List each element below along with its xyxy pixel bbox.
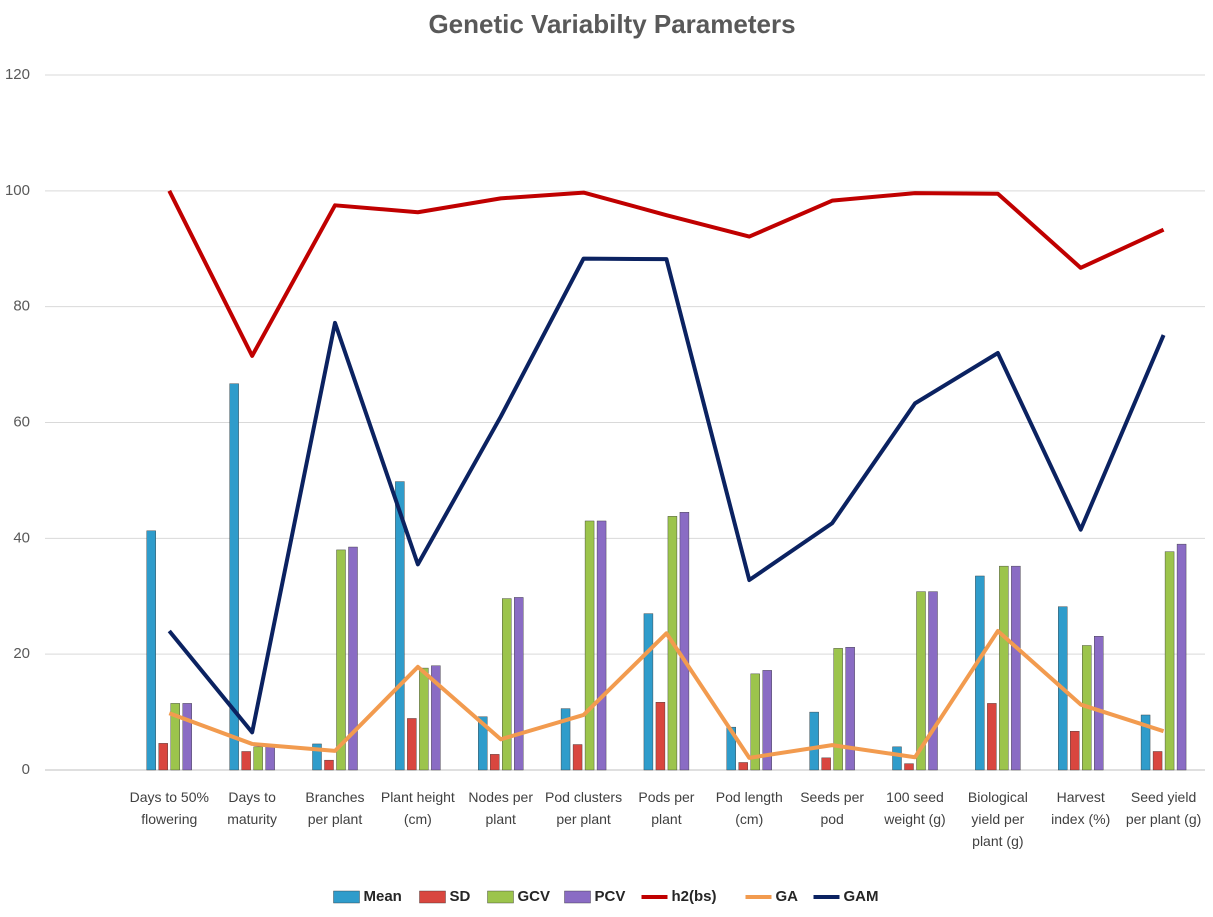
- bar: [572, 744, 583, 771]
- bar: [1176, 543, 1187, 771]
- bar: [502, 598, 512, 771]
- bar: [809, 711, 819, 771]
- x-tick-label-box: Days to maturity: [227, 789, 278, 827]
- x-tick-label: Pod length (cm): [715, 789, 783, 827]
- x-tick-label: Nodes per plant: [468, 789, 533, 827]
- x-tick-label-box: Biological yield per plant (g): [967, 789, 1028, 849]
- x-tick-label: Plant height (cm): [380, 789, 455, 827]
- bar: [170, 703, 180, 771]
- bar: [845, 647, 855, 771]
- bar: [833, 648, 843, 771]
- bar: [1152, 751, 1163, 771]
- bar: [928, 591, 938, 771]
- x-tick-label: Days to maturity: [227, 789, 278, 827]
- bar: [336, 549, 346, 771]
- legend-label: SD: [450, 888, 471, 905]
- bar: [1070, 730, 1080, 771]
- x-tick-label-box: Days to 50% flowering: [129, 789, 209, 827]
- bar: [560, 708, 571, 771]
- chart-title: Genetic Variabilty Parameters: [428, 9, 795, 39]
- x-tick-label: Seed yield per plant (g): [1125, 789, 1202, 827]
- x-tick-label-box: Branches per plant: [305, 789, 365, 827]
- line: [167, 189, 1165, 358]
- line: [167, 256, 1166, 735]
- y-tick-label: 120: [5, 66, 30, 83]
- bar: [1164, 551, 1175, 771]
- bar: [643, 613, 654, 771]
- legend-label: h2(bs): [672, 888, 717, 905]
- bar: [146, 530, 156, 771]
- x-tick-label: Pods per plant: [638, 789, 695, 827]
- bar: [655, 702, 666, 771]
- bar: [1140, 714, 1151, 771]
- bar: [241, 751, 251, 771]
- y-tick-label: 100: [5, 182, 30, 199]
- x-tick-label-box: 100 seed weight (g): [884, 789, 946, 827]
- x-tick-label-box: Pod length (cm): [715, 789, 783, 827]
- x-tick-label: Branches per plant: [305, 789, 365, 827]
- x-tick-label: Pod clusters per plant: [545, 789, 623, 827]
- legend-swatch: [333, 890, 360, 904]
- x-tick-label-box: Seeds per pod: [800, 789, 865, 827]
- y-tick-label: 20: [13, 645, 30, 662]
- bar: [999, 565, 1009, 771]
- legend-swatch: [564, 890, 591, 904]
- bar: [904, 763, 914, 771]
- legend-swatch: [419, 890, 446, 904]
- bar: [431, 665, 441, 771]
- bar: [1094, 636, 1104, 771]
- bar: [726, 726, 736, 771]
- bar: [514, 597, 524, 771]
- bar: [750, 673, 760, 771]
- bar: [478, 716, 488, 771]
- bar: [348, 546, 358, 771]
- legend-label: GCV: [518, 888, 551, 905]
- bar: [253, 746, 263, 771]
- bar: [596, 520, 607, 771]
- bar: [679, 512, 690, 771]
- x-tick-label: Biological yield per plant (g): [967, 789, 1028, 849]
- bar: [265, 746, 275, 771]
- bar: [419, 667, 429, 771]
- bar: [229, 383, 239, 771]
- y-tick-label: 60: [13, 413, 30, 430]
- bar: [987, 703, 997, 771]
- x-tick-label-box: Pod clusters per plant: [545, 789, 623, 827]
- bar: [182, 703, 192, 771]
- bar: [892, 746, 902, 771]
- x-tick-label-box: Plant height (cm): [380, 789, 455, 827]
- bar: [324, 759, 334, 771]
- bar: [395, 481, 405, 771]
- x-tick-label: Seeds per pod: [800, 789, 865, 827]
- line: [168, 629, 1165, 760]
- bar: [312, 743, 322, 771]
- bar: [407, 718, 417, 771]
- legend-label: GA: [776, 888, 799, 905]
- y-tick-label: 80: [13, 298, 30, 315]
- x-tick-label-box: Pods per plant: [638, 789, 695, 827]
- bar: [490, 754, 500, 771]
- bar: [1011, 565, 1021, 771]
- bar: [762, 670, 772, 771]
- bar: [158, 743, 168, 771]
- bar: [738, 762, 748, 771]
- x-tick-label-box: Nodes per plant: [468, 789, 533, 827]
- x-tick-label: Harvest index (%): [1051, 789, 1111, 827]
- legend-swatch: [487, 890, 514, 904]
- legend-label: GAM: [844, 888, 879, 905]
- bar: [821, 757, 831, 771]
- legend-label: Mean: [364, 888, 402, 905]
- y-tick-label: 0: [22, 761, 30, 778]
- x-tick-label-box: Seed yield per plant (g): [1125, 789, 1202, 827]
- bar: [584, 520, 595, 771]
- x-tick-label: Days to 50% flowering: [129, 789, 209, 827]
- bar: [975, 575, 985, 771]
- bar: [916, 591, 926, 771]
- y-tick-label: 40: [13, 529, 30, 546]
- x-tick-label: 100 seed weight (g): [884, 789, 946, 827]
- x-tick-label-box: Harvest index (%): [1051, 789, 1111, 827]
- legend-label: PCV: [595, 888, 626, 905]
